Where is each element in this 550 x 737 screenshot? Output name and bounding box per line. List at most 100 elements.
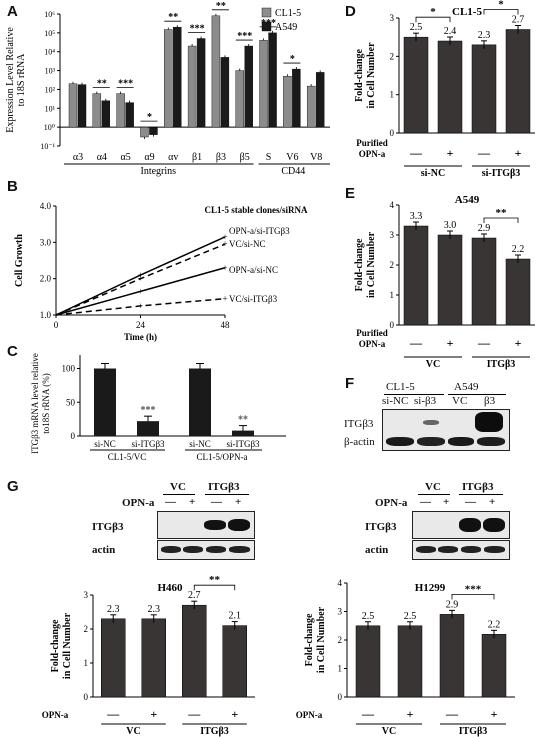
bar bbox=[292, 68, 301, 128]
y-tick-label: 3 bbox=[84, 590, 89, 600]
bar bbox=[505, 258, 531, 326]
significance-bracket bbox=[451, 593, 495, 600]
bar bbox=[189, 368, 211, 436]
y-tick-label: 3.0 bbox=[40, 237, 52, 247]
series-line bbox=[55, 236, 226, 316]
significance-marker: ** bbox=[496, 207, 508, 219]
y-tick-label: 10¹ bbox=[45, 104, 56, 113]
significance-bracket bbox=[415, 16, 451, 23]
treatment-sign: — bbox=[361, 707, 375, 721]
bar bbox=[437, 234, 463, 326]
y-tick-label: 10⁻¹ bbox=[40, 142, 55, 151]
panel-a-chart: 10⁻¹ 10⁰ 10¹ 10² 10³ 10⁴ 10⁵ 10⁶ Expression Leve… bbox=[0, 0, 340, 178]
value-label: 2.5 bbox=[410, 22, 423, 33]
blot-gl-row-itgb3: ITGβ3 bbox=[92, 521, 124, 533]
bar bbox=[68, 83, 78, 128]
series-label: VC/si-ITGβ3 bbox=[229, 294, 278, 304]
y-axis-label: in Cell Number bbox=[366, 231, 377, 298]
treatment-sign: + bbox=[491, 707, 498, 721]
y-tick-label: 2 bbox=[84, 624, 89, 634]
blot-gr-group-vc: VC bbox=[425, 481, 441, 493]
series-label: VC/si-NC bbox=[229, 239, 266, 249]
bar bbox=[481, 634, 507, 698]
value-label: 2.2 bbox=[512, 244, 525, 255]
significance-marker: *** bbox=[465, 583, 482, 595]
bar bbox=[403, 36, 429, 134]
y-tick-label: 1 bbox=[390, 90, 395, 100]
panel-label-c: C bbox=[7, 343, 18, 360]
y-tick-label: 2.0 bbox=[40, 274, 52, 284]
x-tick-label: β1 bbox=[192, 152, 202, 163]
blot-gl-sign-4: + bbox=[235, 496, 242, 508]
bar bbox=[232, 430, 254, 436]
y-tick-label: 1.0 bbox=[40, 310, 52, 320]
treatment-sign: + bbox=[515, 146, 522, 160]
x-tick-label: si-ITGβ3 bbox=[226, 439, 260, 449]
treatment-sign: — bbox=[477, 146, 491, 160]
data-point: + bbox=[138, 286, 143, 296]
x-tick-label: α5 bbox=[121, 152, 131, 163]
y-axis-label: ITGβ3 mRNA level relative bbox=[30, 353, 40, 454]
value-label: 2.9 bbox=[446, 599, 459, 610]
y-axis-label: Fold-change bbox=[304, 613, 315, 666]
x-tick-label: V8 bbox=[310, 152, 322, 163]
y-axis-label: to 18S rRNA bbox=[16, 53, 27, 107]
group-label: CL1-5/OPN-a bbox=[197, 452, 248, 462]
bar bbox=[141, 618, 166, 698]
significance-marker: *** bbox=[190, 24, 205, 35]
value-label: 2.9 bbox=[478, 223, 491, 234]
x-tick-label: si-ITGβ3 bbox=[131, 439, 165, 449]
y-tick-label: 3 bbox=[390, 230, 395, 240]
bar bbox=[505, 29, 531, 134]
bar bbox=[164, 29, 173, 128]
bar bbox=[244, 45, 253, 128]
y-axis-label: to18S rRNA (%) bbox=[41, 373, 51, 434]
panel-f-blot: CL1-5 A549 si-NC si-β3 VC β3 ITGβ3 β-act… bbox=[342, 375, 550, 478]
blot-gl-sign-2: + bbox=[189, 496, 196, 508]
legend-label: CL1-5 bbox=[275, 8, 301, 19]
panel-g-left-chart: 0 1 2 3 Fold-change in Cell Number H460 2.3 — 2.3… bbox=[0, 563, 275, 737]
y-axis-label: Expression Level Relative bbox=[5, 27, 16, 133]
series-line bbox=[55, 267, 226, 316]
value-label: 2.1 bbox=[229, 611, 242, 622]
x-tick-label: α4 bbox=[97, 152, 107, 163]
y-tick-label: 4.0 bbox=[40, 201, 52, 211]
y-axis-label: in Cell Number bbox=[316, 606, 327, 673]
significance-marker: ** bbox=[209, 574, 221, 586]
treatment-sign: — bbox=[106, 707, 120, 721]
bar bbox=[182, 604, 207, 698]
y-tick-label: 50 bbox=[66, 397, 76, 407]
value-label: 3.0 bbox=[444, 220, 457, 231]
group-label: Integrins bbox=[140, 166, 176, 177]
treatment-sign: — bbox=[187, 707, 201, 721]
bar bbox=[403, 225, 429, 326]
panel-label-f: F bbox=[345, 375, 355, 392]
treatment-label: OPN-a bbox=[42, 710, 69, 720]
y-tick-label: 4 bbox=[390, 200, 395, 210]
legend-swatch bbox=[261, 21, 272, 32]
group-label: CD44 bbox=[281, 166, 305, 177]
bar bbox=[222, 625, 247, 698]
bar bbox=[355, 625, 381, 698]
blot-gr-group-itgb3: ITGβ3 bbox=[462, 481, 494, 493]
group-label: CL1-5/VC bbox=[108, 452, 147, 462]
bar bbox=[283, 76, 292, 128]
y-tick-label: 2 bbox=[390, 260, 395, 270]
treatment-sign: — bbox=[409, 336, 423, 350]
data-point: + bbox=[222, 232, 227, 242]
treatment-label: OPN-a bbox=[359, 339, 386, 349]
y-tick-label: 3 bbox=[390, 13, 395, 23]
value-label: 2.5 bbox=[362, 611, 375, 622]
cl15-fold-change-chart: 0 1 2 3 Fold-change in Cell Number CL1-5 2.5 — 2.… bbox=[354, 0, 535, 179]
blot-gl-group-vc: VC bbox=[170, 481, 186, 493]
x-tick-label: 0 bbox=[54, 320, 59, 330]
value-label: 2.3 bbox=[478, 30, 491, 41]
value-label: 2.3 bbox=[148, 604, 161, 615]
treatment-label: Purified bbox=[356, 138, 388, 148]
significance-marker: * bbox=[498, 0, 504, 11]
blot-gr-sign-1: — bbox=[420, 496, 431, 508]
bar bbox=[149, 126, 158, 135]
bar bbox=[306, 85, 316, 128]
panel-d-chart: 0 1 2 3 Fold-change in Cell Number CL1-5 2.5 — 2.… bbox=[342, 0, 550, 185]
bar bbox=[471, 44, 497, 134]
